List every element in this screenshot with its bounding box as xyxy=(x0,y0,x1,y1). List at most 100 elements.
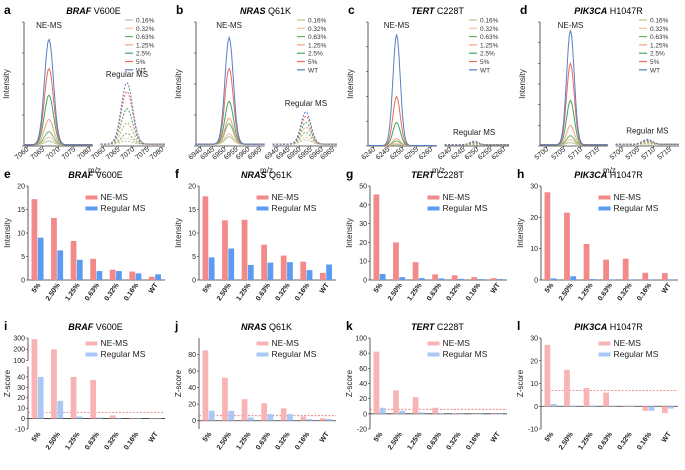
panel-letter: j xyxy=(174,319,178,333)
bar-regular-ms xyxy=(478,279,484,280)
legend-label: Regular MS xyxy=(614,349,659,359)
mutation-name: H1047R xyxy=(607,322,643,332)
legend-label: Regular MS xyxy=(614,203,659,213)
legend-label: 0.63% xyxy=(136,34,155,41)
panel-letter: h xyxy=(517,167,524,181)
panel-letter: b xyxy=(176,3,183,17)
y-tick-label: 0 xyxy=(21,416,25,423)
bar-ne-ms xyxy=(584,244,590,280)
legend-label: 1.25% xyxy=(650,42,669,49)
bar-ne-ms xyxy=(222,220,228,280)
legend-label: 2.5% xyxy=(308,51,323,58)
x-tick-label: 0.63% xyxy=(84,431,102,452)
mutation-name: Q61K xyxy=(267,322,293,332)
y-tick-label: 20 xyxy=(359,240,367,247)
x-tick-label: 0.32% xyxy=(446,431,464,452)
x-tick-label: 7060 xyxy=(14,146,31,161)
y-axis-label: Intensity xyxy=(518,69,527,99)
bar-ne-ms xyxy=(584,388,590,406)
x-tick-label: 0.32% xyxy=(104,282,122,303)
y-axis-label: Intensity xyxy=(346,69,355,99)
legend-swatch xyxy=(599,207,611,211)
bar-ne-ms xyxy=(491,278,497,280)
x-tick-label: 0.16% xyxy=(465,431,483,452)
bar-ne-ms xyxy=(32,199,38,280)
panel-letter: d xyxy=(520,3,527,17)
bar-ne-ms xyxy=(149,277,155,280)
x-tick-label: 5% xyxy=(202,431,214,444)
legend-swatch xyxy=(257,342,269,346)
x-tick-label: 6260 xyxy=(418,146,435,161)
bar-regular-ms xyxy=(590,279,596,280)
panel-title: BRAF V600E xyxy=(68,170,123,180)
mutation-name: V600E xyxy=(93,322,123,332)
x-tick-label: 5705 xyxy=(551,146,568,161)
mutation-name: H1047R xyxy=(607,170,643,180)
spectrum-5pct xyxy=(196,69,265,145)
x-tick-label: 7080 xyxy=(76,146,93,161)
y-tick-label: 10 xyxy=(17,231,25,238)
x-tick-label: 6965 xyxy=(247,146,264,161)
bar-ne-ms xyxy=(320,273,326,280)
bar-ne-ms xyxy=(662,406,668,413)
mutation-name: V600E xyxy=(91,6,121,16)
bar-regular-ms xyxy=(497,279,503,280)
x-tick-label: 1.25% xyxy=(235,431,253,452)
panel-title: PIK3CA H1047R xyxy=(574,170,643,180)
y-tick-label: 30 xyxy=(359,221,367,228)
x-tick-label: 2.50% xyxy=(558,282,576,303)
y-tick-label: 40 xyxy=(17,374,25,381)
x-tick-label: 5% xyxy=(373,431,385,444)
legend-label: Regular MS xyxy=(443,203,488,213)
bar-ne-ms xyxy=(71,241,77,280)
panel-letter: k xyxy=(346,319,353,333)
bar-regular-ms xyxy=(399,277,405,280)
bar-regular-ms xyxy=(439,278,445,280)
bar-regular-ms xyxy=(97,271,103,280)
gene-name: PIK3CA xyxy=(574,170,607,180)
y-tick-label: 10 xyxy=(359,259,367,266)
bar-ne-ms xyxy=(32,339,38,418)
bar-regular-ms xyxy=(419,412,425,414)
bar-regular-ms xyxy=(610,406,616,407)
bar-regular-ms xyxy=(458,279,464,280)
x-tick-label: 2.50% xyxy=(45,431,63,452)
panel-title: NRAS Q61K xyxy=(240,6,291,16)
legend-label: 0.16% xyxy=(308,18,327,25)
y-tick-label: 5 xyxy=(21,254,25,261)
bar-regular-ms xyxy=(610,279,616,280)
bar-ne-ms xyxy=(374,352,380,414)
bar-regular-ms xyxy=(439,413,445,414)
gene-name: NRAS xyxy=(241,322,267,332)
bar-ne-ms xyxy=(203,196,209,280)
bar-regular-ms xyxy=(668,406,674,408)
gene-name: BRAF xyxy=(66,6,91,16)
y-tick-label: 20 xyxy=(530,358,538,365)
bar-ne-ms xyxy=(564,370,570,406)
y-tick-label: 15 xyxy=(188,207,196,214)
bar-regular-ms xyxy=(228,249,234,280)
x-tick-label: 7065 xyxy=(105,146,122,161)
legend-label: Regular MS xyxy=(272,349,317,359)
gene-name: NRAS xyxy=(241,170,267,180)
y-tick-label: 0 xyxy=(363,278,367,285)
x-tick-label: 5705 xyxy=(625,146,642,161)
bar-ne-ms xyxy=(261,403,267,420)
x-tick-label: 1.25% xyxy=(406,431,424,452)
y-tick-label: 200 xyxy=(13,347,25,354)
legend-label: NE-MS xyxy=(272,192,300,202)
legend-label: 0.32% xyxy=(480,26,499,33)
panel-title: TERT C228T xyxy=(411,170,464,180)
legend-label: 0.32% xyxy=(136,26,155,33)
x-tick-label: 0.63% xyxy=(597,282,615,303)
y-tick-label: 80 xyxy=(188,352,196,359)
x-tick-label: 0.32% xyxy=(275,282,293,303)
spectrum-0.32pct xyxy=(196,134,265,145)
bar-regular-ms xyxy=(116,271,122,280)
legend-swatch xyxy=(599,196,611,200)
bar-ne-ms xyxy=(51,218,57,280)
